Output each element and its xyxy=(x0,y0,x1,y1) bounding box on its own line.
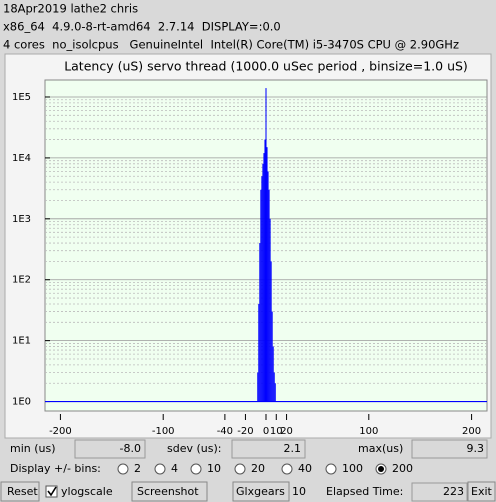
button-frame[interactable] xyxy=(467,481,496,502)
elapsed-value: 223 xyxy=(443,485,464,498)
radio-label[interactable]: 10 xyxy=(207,462,221,475)
histogram-bar xyxy=(258,303,260,402)
stat-field xyxy=(231,439,306,459)
radio-label[interactable]: 40 xyxy=(298,462,312,475)
radio-label[interactable]: 20 xyxy=(251,462,265,475)
exit-button[interactable]: Exit xyxy=(467,481,496,502)
bins-radio-group: 2 4 10 20 40 100 200 xyxy=(117,462,413,475)
reset-button[interactable]: Reset xyxy=(0,481,40,502)
stat-label: max(us) xyxy=(358,442,403,455)
histogram-bar xyxy=(263,153,265,402)
glxgears-button[interactable]: Glxgears xyxy=(232,481,290,502)
x-tick-label: -40 xyxy=(217,426,233,437)
header-line: 4 cores no_isolcpus GenuineIntel Intel(R… xyxy=(3,38,459,52)
stat-label: min (us) xyxy=(10,442,56,455)
stat-value: 2.1 xyxy=(284,442,302,455)
histogram-bar xyxy=(267,171,269,402)
x-tick-label: -100 xyxy=(152,426,175,437)
stat-value: -8.0 xyxy=(120,442,141,455)
x-tick-label: 0 xyxy=(263,426,269,437)
radio-dot xyxy=(378,466,384,472)
x-tick-label: 200 xyxy=(462,426,481,437)
histogram-bar xyxy=(272,346,274,402)
header-line: 18Apr2019 lathe2 chris xyxy=(3,2,138,16)
bins-radio[interactable]: 2 xyxy=(117,462,141,475)
bins-radio[interactable]: 10 xyxy=(190,462,221,475)
y-tick-label: 1E3 xyxy=(12,214,31,225)
radio-label[interactable]: 100 xyxy=(342,462,363,475)
button-frame[interactable] xyxy=(232,481,290,502)
button-label[interactable]: Screenshot xyxy=(137,485,199,498)
histogram-bar xyxy=(270,261,272,402)
elapsed-label: Elapsed Time: xyxy=(326,485,403,498)
bins-radio[interactable]: 20 xyxy=(234,462,265,475)
stat-value: 9.3 xyxy=(467,442,485,455)
button-label[interactable]: Exit xyxy=(471,485,493,498)
y-tick-label: 1E5 xyxy=(12,92,31,103)
radio-circle[interactable] xyxy=(234,463,246,475)
y-tick-label: 1E2 xyxy=(12,275,31,286)
stat-label: sdev (us): xyxy=(167,442,221,455)
header-line: x86_64 4.9.0-8-rt-amd64 2.7.14 DISPLAY=:… xyxy=(3,20,281,34)
histogram-bar xyxy=(265,88,267,402)
x-tick-label: 100 xyxy=(359,426,378,437)
ylogscale-checkbox[interactable]: ylogscale xyxy=(45,485,113,498)
bins-radio[interactable]: 200 xyxy=(375,462,413,475)
radio-circle[interactable] xyxy=(154,463,166,475)
histogram-bar xyxy=(266,147,268,402)
x-tick-label: 10 xyxy=(270,426,283,437)
glxgears-count: 10 xyxy=(292,485,306,498)
checkbox-box[interactable] xyxy=(45,485,58,498)
elapsed-field xyxy=(411,482,468,502)
radio-circle[interactable] xyxy=(325,463,337,475)
radio-circle[interactable] xyxy=(281,463,293,475)
x-tick-label: -20 xyxy=(237,426,253,437)
bins-label: Display +/- bins: xyxy=(10,462,101,475)
x-tick-label: 20 xyxy=(280,426,293,437)
radio-circle[interactable] xyxy=(117,463,129,475)
x-tick-label: -200 xyxy=(49,426,72,437)
stat-field xyxy=(411,439,488,459)
radio-label[interactable]: 4 xyxy=(171,462,178,475)
y-tick-label: 1E4 xyxy=(12,153,31,164)
screenshot-button[interactable]: Screenshot xyxy=(131,481,208,502)
histogram-bar xyxy=(268,189,270,402)
histogram-bar xyxy=(269,218,271,402)
radio-label[interactable]: 200 xyxy=(392,462,413,475)
histogram-bar xyxy=(259,243,261,402)
histogram-bar xyxy=(261,176,263,402)
histogram-bar xyxy=(264,139,266,402)
radio-circle[interactable] xyxy=(190,463,202,475)
histogram-bar xyxy=(273,372,275,402)
y-tick-label: 1E1 xyxy=(12,336,31,347)
checkbox-check xyxy=(47,486,57,497)
bins-radio[interactable]: 4 xyxy=(154,462,178,475)
histogram-bar xyxy=(271,311,273,402)
button-frame[interactable] xyxy=(0,481,40,502)
button-frame[interactable] xyxy=(131,481,208,502)
y-tick-label: 1E0 xyxy=(12,397,31,408)
button-label[interactable]: Reset xyxy=(7,485,38,498)
histogram-bar xyxy=(260,189,262,402)
bins-radio[interactable]: 40 xyxy=(281,462,312,475)
radio-label[interactable]: 2 xyxy=(134,462,141,475)
bins-radio[interactable]: 100 xyxy=(325,462,363,475)
stat-field xyxy=(74,439,146,459)
histogram-bar xyxy=(274,383,276,402)
histogram-bar xyxy=(262,163,264,402)
chart-title: Latency (uS) servo thread (1000.0 uSec p… xyxy=(64,59,468,74)
checkbox-label[interactable]: ylogscale xyxy=(61,485,113,498)
button-label[interactable]: Glxgears xyxy=(236,485,285,498)
histogram-bar xyxy=(257,372,259,402)
